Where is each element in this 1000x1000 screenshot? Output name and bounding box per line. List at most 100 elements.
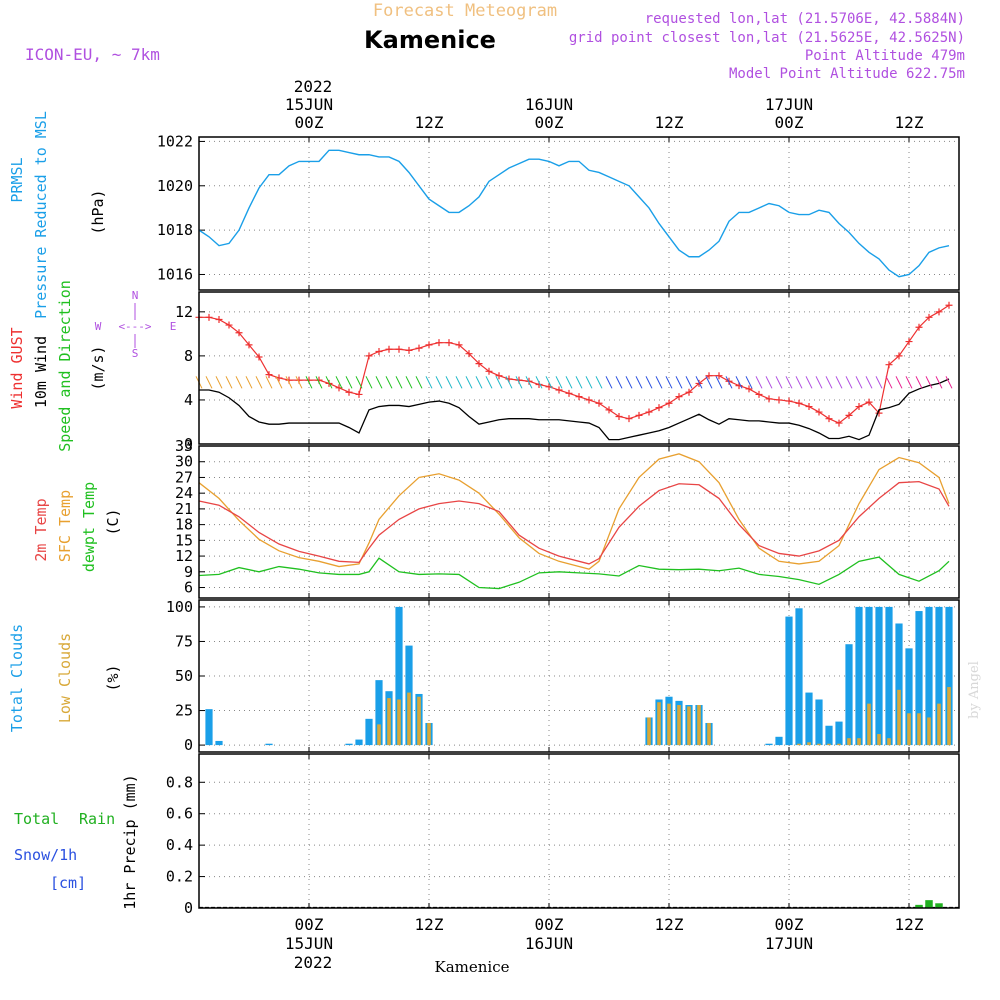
ytick-label-pressure-3: 1022 [157,132,193,150]
bottom-year: 2022 [294,953,333,972]
low-cloud-bar [827,743,831,746]
wind-direction-arrow [725,376,733,389]
temp-unit: (C) [104,508,122,535]
gust-marker [575,393,583,401]
gust-line [199,304,950,424]
wind-direction-arrow [935,376,943,389]
ytick-label-precip-1: 0.2 [166,868,193,886]
time-label-top-3: 12Z [655,113,684,132]
wind-direction-arrow [525,376,533,389]
point-altitude: Point Altitude 479m [805,48,965,64]
total-cloud-bar [265,743,273,746]
rain-bar [935,903,943,908]
forecast-title: Forecast Meteogram [373,1,557,21]
wind-direction-arrow [575,376,583,389]
date-label-top-4: 17JUN [765,95,813,114]
total-cloud-bar [395,606,403,746]
wind-direction-arrow [415,376,423,389]
gust-marker [265,371,273,379]
gust-marker [795,399,803,407]
gust-marker [405,346,413,354]
time-label-top-2: 00Z [535,113,564,132]
wind-direction-arrow [265,376,273,389]
wind-direction-arrow [325,376,333,389]
low-cloud-bar [427,722,431,746]
gust-marker [835,419,843,427]
low-cloud-bar [707,722,711,746]
gust-marker [365,352,373,360]
ytick-label-temperature-1: 9 [184,563,193,581]
wind-direction-arrow [425,376,433,389]
low-cloud-bar [667,703,671,746]
pressure-unit: (hPa) [89,189,107,234]
gust-marker [685,388,693,396]
wind-direction-arrow [685,376,693,389]
low-cloud-bar [917,713,921,746]
ytick-label-temperature-0: 6 [184,579,193,597]
low-cloud-bar [907,713,911,746]
wind-direction-arrow [695,376,703,389]
ytick-label-wind-3: 12 [175,303,193,321]
requested-coords: requested lon,lat (21.5706E, 42.5884N) [645,11,965,27]
total-cloud-bar [355,739,363,746]
wind-direction-arrow [285,376,293,389]
total-cloud-bar [805,692,813,746]
ytick-label-wind-0: 0 [184,435,193,453]
wind-direction-arrow [305,376,313,389]
wind-direction-arrow [205,376,213,389]
panel-frame-wind [198,291,960,445]
low-clouds-label: Low Clouds [56,633,74,723]
model-label: ICON-EU, ~ 7km [25,45,160,64]
wind-direction-arrow [825,376,833,389]
low-cloud-bar [377,724,381,746]
wind-direction-arrow [875,376,883,389]
pressure-line [198,149,950,278]
dewpt-line [198,556,950,590]
gust-marker [615,412,623,420]
wind-direction-arrow [405,376,413,389]
panel-wind [195,291,960,445]
wind-direction-arrow [865,376,873,389]
wind-direction-arrow [775,376,783,389]
time-label-top-4: 00Z [775,113,804,132]
gust-marker [395,345,403,353]
low-cloud-bar [647,717,651,746]
low-cloud-bar [927,717,931,746]
gust-marker [815,408,823,416]
gust-marker [845,411,853,419]
gust-marker [375,347,383,355]
rain-bar [915,904,923,908]
wind-direction-arrow [445,376,453,389]
gust-marker [765,395,773,403]
gust-marker [775,396,783,404]
wind-direction-arrow [345,376,353,389]
wind-direction-arrow [365,376,373,389]
low-cloud-bar [847,738,851,746]
time-label-bottom-2: 00Z [535,915,564,934]
gust-marker [935,308,943,316]
wind-direction-arrow [385,376,393,389]
rain-bar [925,900,933,908]
gridpoint-coords: grid point closest lon,lat (21.5625E, 42… [569,30,965,46]
wind-direction-arrow [845,376,853,389]
gust-marker [605,406,613,414]
gust-marker [585,396,593,404]
wind-direction-arrow [765,376,773,389]
total-cloud-bar [855,606,863,746]
gust-marker [215,316,223,324]
wind-direction-arrow [475,376,483,389]
total-label: Total [14,810,59,828]
wind-direction-arrow [745,376,753,389]
top-year: 2022 [294,77,333,96]
total-cloud-bar [765,743,773,746]
gust-marker [705,372,713,380]
ytick-label-temperature-7: 27 [175,468,193,486]
ytick-label-temperature-5: 21 [175,500,193,518]
gust-marker [665,399,673,407]
ytick-label-temperature-2: 12 [175,547,193,565]
total-cloud-bar [375,680,383,746]
wind-direction-arrow [795,376,803,389]
time-label-top-0: 00Z [295,113,324,132]
compass: N S W E <---> [95,289,177,360]
gust-marker [915,323,923,331]
